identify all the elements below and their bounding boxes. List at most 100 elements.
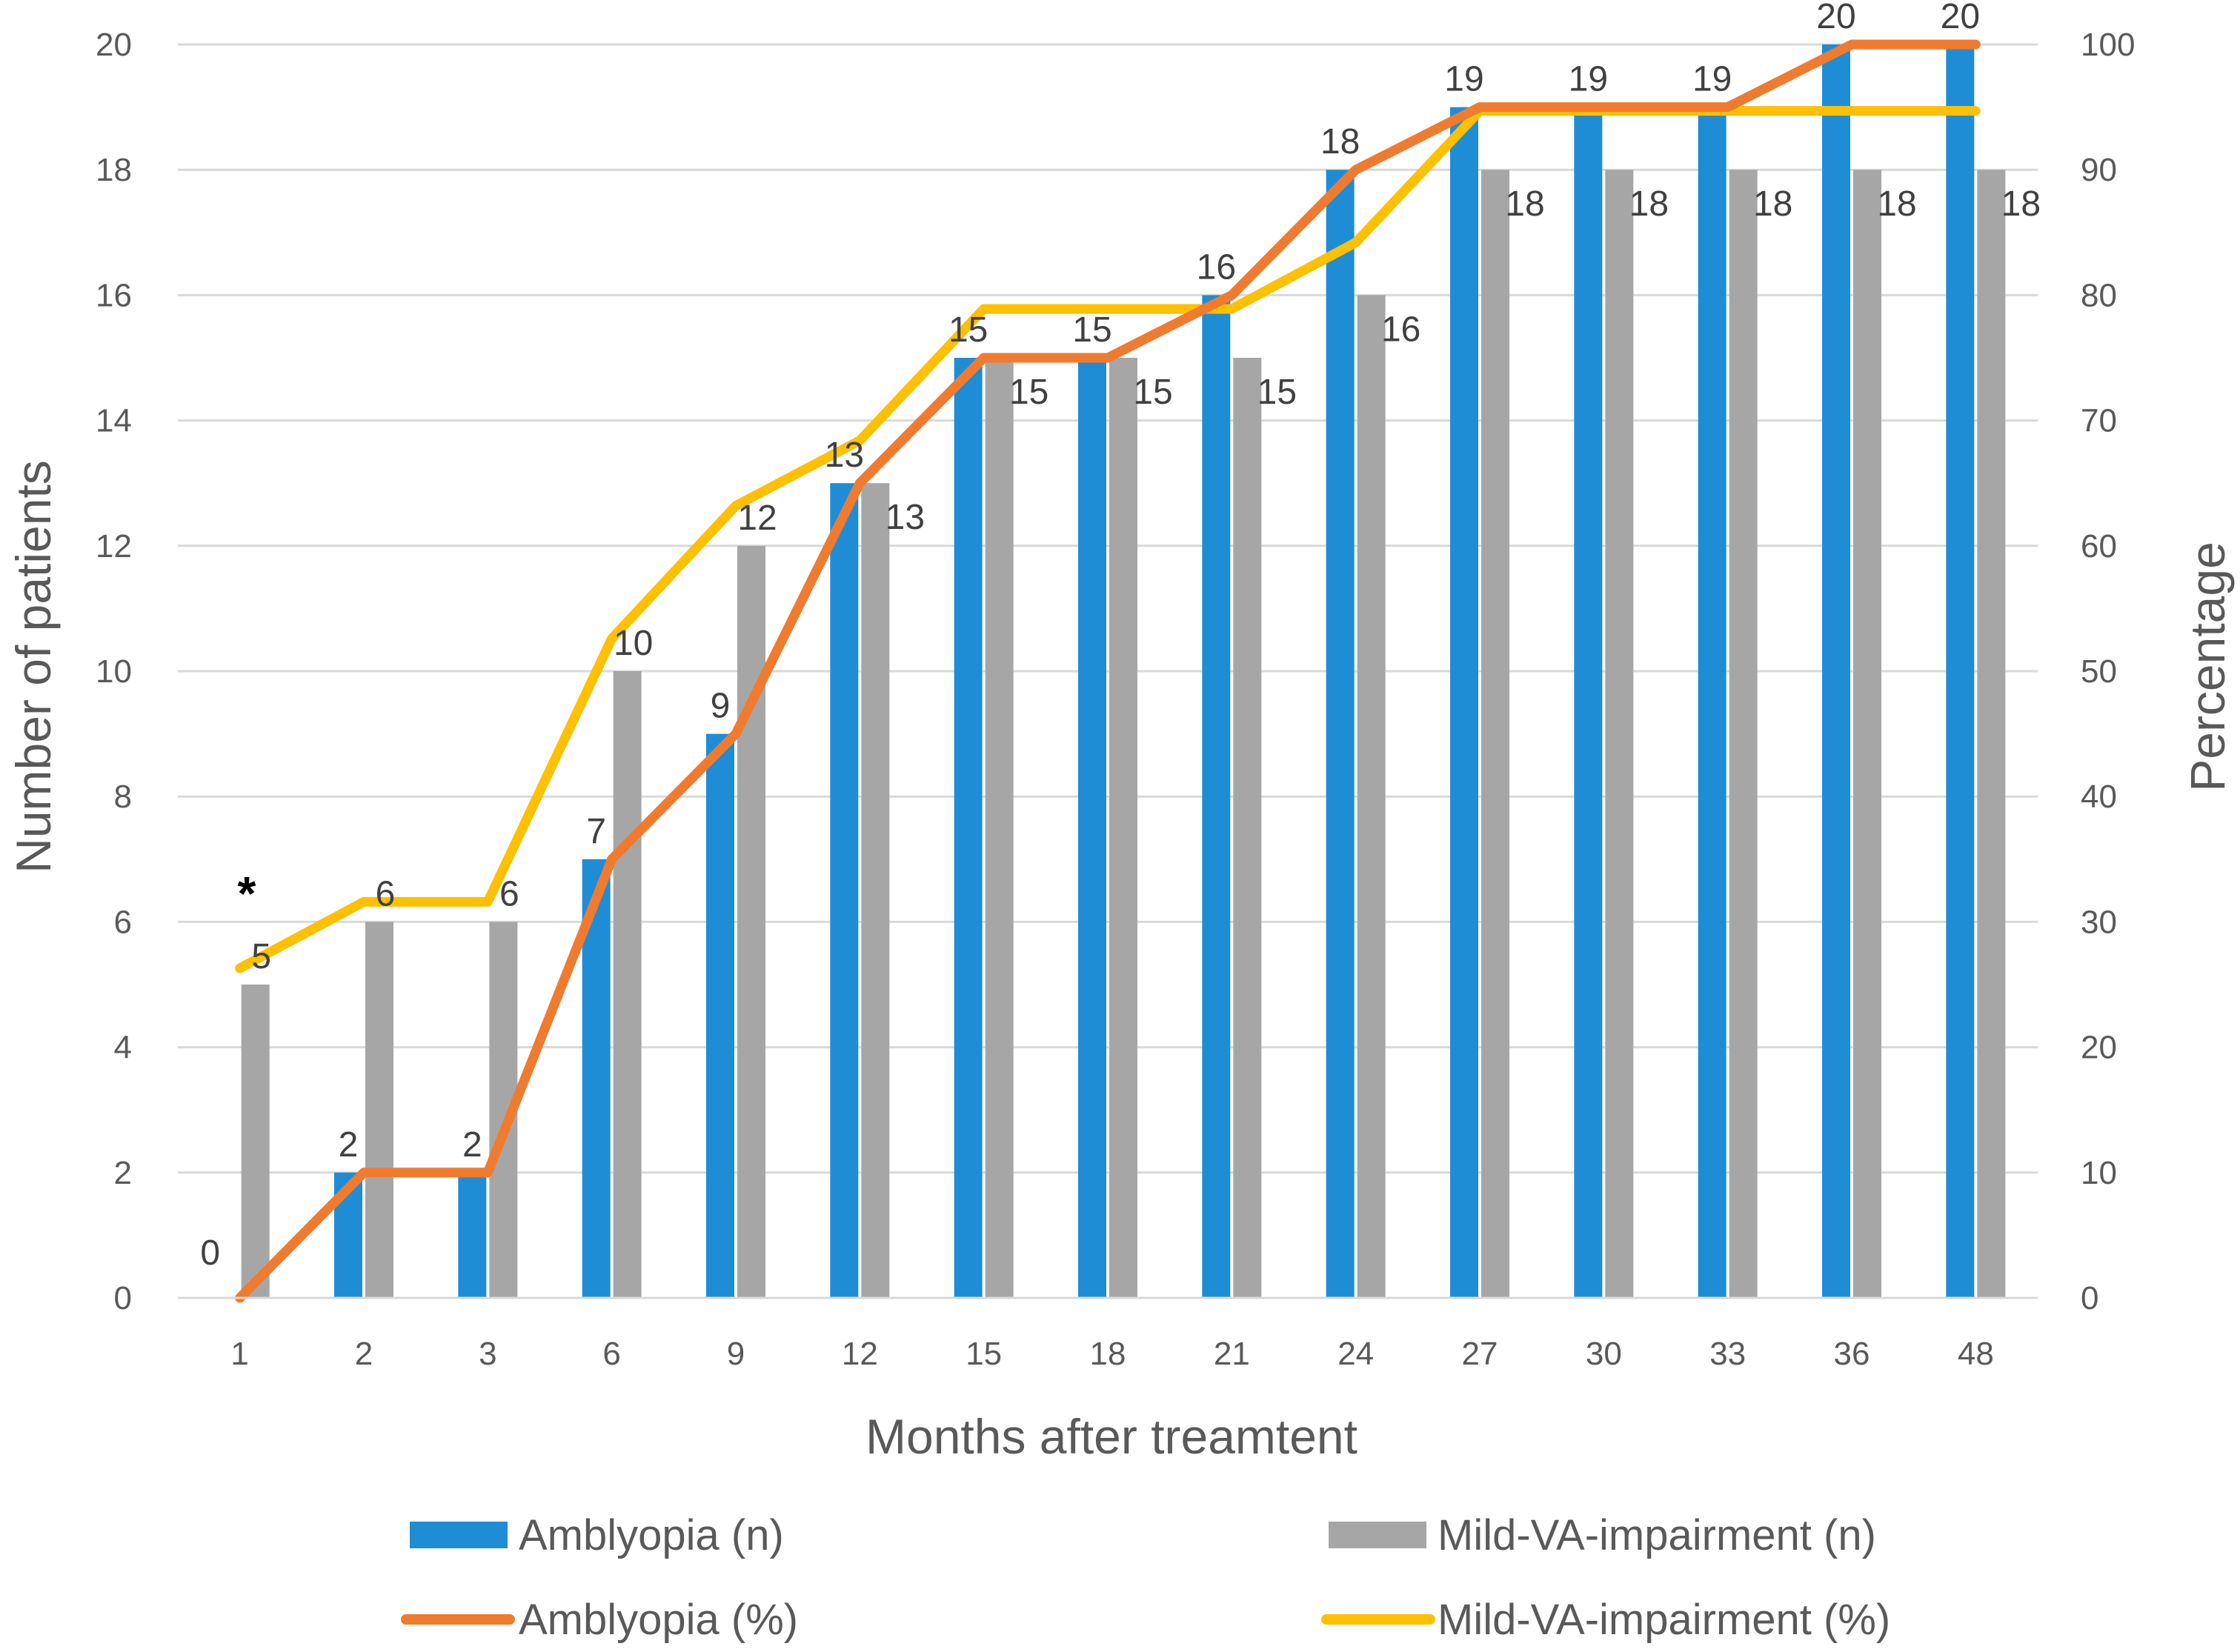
x-tick-label: 12: [842, 1336, 878, 1372]
data-label-amblyopia-n: 15: [1072, 310, 1111, 350]
x-tick-label: 3: [479, 1336, 496, 1372]
y2-tick-label: 0: [2081, 1280, 2098, 1316]
y-tick-label: 0: [114, 1280, 132, 1316]
data-label-amblyopia-n: 18: [1320, 122, 1360, 161]
bar-mild-va-n: [613, 671, 642, 1298]
data-label-mild-va-n: 15: [1009, 373, 1048, 412]
x-tick-label: 48: [1958, 1336, 1994, 1372]
data-label-amblyopia-n: 7: [586, 812, 606, 851]
data-label-amblyopia-n: 19: [1692, 60, 1732, 99]
x-tick-label: 15: [966, 1336, 1002, 1372]
x-axis-title: Months after treamtent: [865, 1409, 1357, 1464]
bar-amblyopia-n: [458, 1172, 487, 1298]
data-label-mild-va-n: 5: [251, 937, 271, 976]
data-label-mild-va-n: 15: [1133, 373, 1172, 412]
x-tick-label: 6: [602, 1336, 620, 1372]
x-tick-label: 36: [1834, 1336, 1870, 1372]
x-tick-label: 24: [1337, 1336, 1374, 1372]
bar-amblyopia-n: [1946, 44, 1975, 1298]
y-axis-title: Number of patients: [6, 460, 61, 873]
bar-amblyopia-n: [706, 733, 734, 1298]
y2-tick-label: 100: [2081, 27, 2135, 63]
lines: [235, 39, 1981, 1303]
legend-item-mild-va-pct[interactable]: Mild-VA-impairment (%): [1321, 1596, 1890, 1644]
y2-tick-label: 30: [2081, 904, 2117, 940]
legend-item-amblyopia-n[interactable]: Amblyopia (n): [410, 1511, 784, 1559]
legend-item-amblyopia-pct[interactable]: Amblyopia (%): [401, 1596, 798, 1644]
data-label-mild-va-n: 12: [737, 499, 777, 538]
data-label-amblyopia-n: 16: [1197, 247, 1236, 287]
annotation-star: *: [238, 867, 256, 920]
bars: [241, 44, 2006, 1299]
x-tick-label: 33: [1709, 1336, 1746, 1372]
bar-amblyopia-n: [830, 483, 859, 1299]
x-tick-label: 18: [1090, 1336, 1126, 1372]
y2-tick-label: 60: [2081, 528, 2117, 564]
bar-mild-va-n: [1233, 358, 1262, 1298]
bar-amblyopia-n: [1450, 107, 1478, 1299]
data-label-amblyopia-n: 20: [1941, 0, 1980, 36]
data-label-mild-va-n: 10: [614, 624, 653, 663]
y2-tick-label: 20: [2081, 1030, 2117, 1066]
bar-mild-va-n: [861, 483, 890, 1299]
legend-label-mild-va-n: Mild-VA-impairment (n): [1438, 1511, 1876, 1559]
y2-tick-label: 80: [2081, 277, 2117, 313]
legend-label-mild-va-pct: Mild-VA-impairment (%): [1438, 1596, 1890, 1644]
bar-mild-va-n: [365, 922, 393, 1298]
y-tick-label: 8: [114, 779, 132, 815]
y-tick-label: 6: [114, 904, 132, 940]
y-tick-label: 10: [96, 653, 132, 690]
bar-mild-va-n: [737, 545, 765, 1298]
data-label-amblyopia-n: 0: [200, 1233, 220, 1273]
legend-label-amblyopia-n: Amblyopia (n): [519, 1511, 784, 1559]
legend: Amblyopia (n) Mild-VA-impairment (n) Amb…: [401, 1511, 1890, 1644]
data-label-amblyopia-n: 13: [825, 436, 864, 475]
legend-item-mild-va-n[interactable]: Mild-VA-impairment (n): [1329, 1511, 1876, 1559]
data-label-amblyopia-n: 2: [462, 1125, 482, 1165]
y-tick-label: 18: [96, 152, 132, 188]
bar-amblyopia-n: [1574, 107, 1603, 1299]
bar-mild-va-n: [1977, 170, 2006, 1299]
bar-mild-va-n: [1109, 358, 1137, 1298]
x-tick-label: 9: [727, 1336, 745, 1372]
bar-amblyopia-n: [1698, 107, 1726, 1299]
x-tick-label: 21: [1214, 1336, 1250, 1372]
data-label-mild-va-n: 18: [2001, 184, 2041, 224]
y-tick-label: 12: [96, 528, 132, 564]
bar-mild-va-n: [1481, 170, 1509, 1299]
data-label-amblyopia-n: 19: [1569, 60, 1608, 99]
line-amblyopia-pct: [235, 39, 1981, 1303]
y-tick-label: 20: [96, 27, 132, 63]
data-label-amblyopia-n: 9: [711, 687, 731, 726]
data-label-mild-va-n: 15: [1257, 373, 1297, 412]
bar-mild-va-n: [241, 985, 270, 1298]
data-label-amblyopia-n: 19: [1444, 60, 1483, 99]
x-tick-label: 1: [230, 1336, 248, 1372]
data-label-mild-va-n: 16: [1381, 310, 1420, 349]
data-label-mild-va-n: 13: [885, 498, 925, 537]
bar-amblyopia-n: [954, 358, 983, 1298]
y-tick-label: 16: [96, 277, 132, 313]
y2-tick-label: 50: [2081, 653, 2117, 690]
data-label-amblyopia-n: 2: [339, 1125, 359, 1165]
data-label-mild-va-n: 6: [376, 874, 396, 913]
y-tick-label: 14: [96, 403, 132, 439]
x-tick-label: 27: [1462, 1336, 1498, 1372]
legend-swatch-mild-va-n: [1329, 1522, 1426, 1548]
y-tick-label: 2: [114, 1155, 132, 1191]
bar-mild-va-n: [1853, 170, 1881, 1299]
y2-tick-label: 10: [2081, 1155, 2117, 1191]
bar-amblyopia-n: [1078, 358, 1106, 1298]
axes: 0246810121416182001020304050607080901001…: [96, 27, 2135, 1372]
data-label-mild-va-n: 18: [1753, 184, 1792, 224]
y2-tick-label: 90: [2081, 152, 2117, 188]
data-label-mild-va-n: 18: [1877, 184, 1916, 224]
bar-mild-va-n: [1357, 295, 1386, 1298]
data-label-amblyopia-n: 20: [1816, 0, 1855, 36]
bar-mild-va-n: [1605, 170, 1634, 1299]
data-label-mild-va-n: 18: [1505, 184, 1544, 224]
data-labels: 0 5 2 6 2 6 7 10 9 12 13 13 15 15 15 15 16 15 18 16 19 18 19 18…: [200, 0, 2041, 1273]
y2-axis-title: Percentage: [2180, 542, 2235, 792]
legend-swatch-amblyopia-n: [410, 1522, 508, 1548]
